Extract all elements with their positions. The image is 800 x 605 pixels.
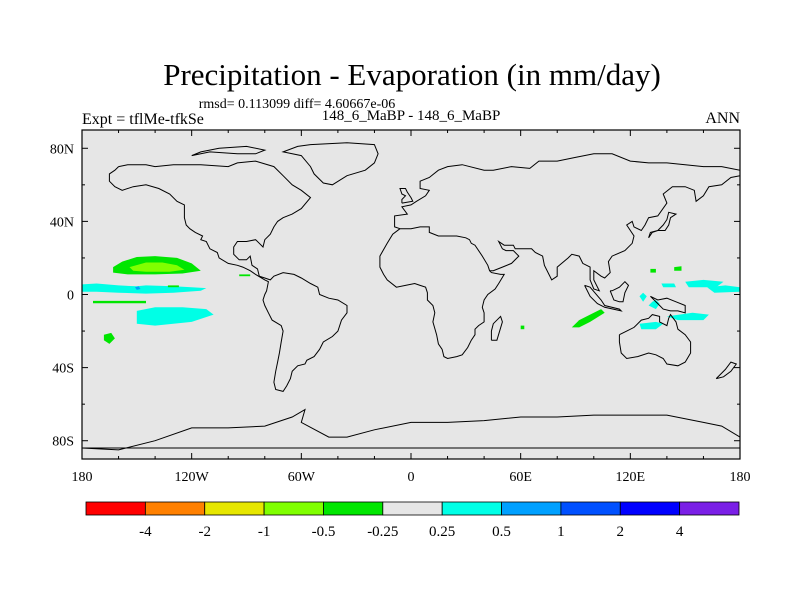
x-tick-label: 120W [175,470,210,485]
contour-n-pacific-low-1 [129,262,185,272]
contour-w-pacific-green-1 [650,268,656,273]
coastline-new-guinea [650,295,686,314]
colorbar-swatch [441,501,502,516]
case-label: 148_6_MaBP - 148_6_MaBP [322,108,501,124]
x-tick-label: 120E [616,470,646,485]
colorbar-swatch [85,501,146,516]
colorbar-label: 1 [557,524,565,540]
colorbar-swatch [204,501,265,516]
coastline-greenland [281,142,379,186]
contour-w-pacific-cyan-7 [661,283,676,288]
colorbar-label: 2 [617,524,625,540]
colorbar-swatch [382,501,443,516]
colorbar-swatch [560,501,621,516]
contour-indian-ocean-green [571,309,605,328]
contour-w-pacific-cyan-5 [685,279,724,288]
chart-title: Precipitation - Evaporation (in mm/day) [163,57,661,92]
coastline-antarctica [82,408,740,451]
coastline-americas-coast [108,160,348,392]
x-tick-label: 0 [408,470,415,485]
stats-line: rmsd= 0.113099 diff= 4.60667e-06 [199,97,396,112]
coastline-britain [399,188,414,204]
x-tick-label: 60E [509,470,532,485]
plot-area [82,130,740,459]
y-tick-label: 80N [50,142,74,157]
contour-w-pacific-cyan-4 [639,292,647,302]
colorbar-swatch [501,501,562,516]
contour-small-green-90w [239,274,251,277]
coastline-japan [648,211,678,239]
expt-label: Expt = tflMe-tfkSe [82,111,204,128]
y-tick-label: 80S [52,435,74,450]
contour-w-pacific-green-2 [674,266,682,271]
colorbar: -4 -2 -1 -0.5 -0.25 0.25 0.5 1 2 4 [85,501,740,540]
y-tick-label: 40S [52,362,74,377]
colorbar-label: -0.5 [312,524,336,540]
colorbar-label: -4 [139,524,152,540]
coastline-australia [618,313,692,367]
coastline-borneo [609,280,630,303]
y-tick-label: 0 [67,289,74,304]
contour-green-line [93,300,146,304]
map-background [82,130,740,459]
colorbar-label: 4 [676,524,684,540]
colorbar-swatch [619,501,681,516]
contour-w-pacific-cyan-1 [639,321,664,330]
contour-pacific-blue-spot [135,286,141,290]
colorbar-swatch [323,501,384,516]
y-tick-label: 40N [50,215,74,230]
map-axes: 180 120W 60W 0 60E 120E 180 80N 40N 0 40S 80S [50,129,751,485]
x-tick-label: 180 [72,470,93,485]
x-tick-label: 180 [730,470,751,485]
colorbar-swatch [263,501,324,516]
contour-s-pacific-green-blob [103,332,115,344]
colorbar-label: 0.5 [492,524,511,540]
coastline-africa [379,228,506,360]
colorbar-swatch [144,501,206,516]
colorbar-label: -1 [258,524,271,540]
colorbar-swatch [679,501,740,516]
contour-s-pacific-0.25 [136,307,214,326]
colorbar-label: -2 [198,524,211,540]
coastline-eurasia-africa [394,153,740,292]
coastline-canada-islands [191,145,267,157]
coastline-new-zealand [715,361,738,380]
coastline-madagascar [490,315,503,341]
season-label: ANN [705,110,740,127]
colorbar-label: -0.25 [367,524,398,540]
contour-small-green-60e [520,325,525,330]
contour-w-pacific-cyan-2 [666,312,709,321]
coastline-sumatra-java [584,284,623,312]
x-tick-label: 60W [288,470,316,485]
contour-pacific-band-0.25 [82,283,207,294]
contour-small-green-130w [167,285,179,288]
contour-w-pacific-cyan-6 [707,285,740,293]
colorbar-label: 0.25 [429,524,455,540]
